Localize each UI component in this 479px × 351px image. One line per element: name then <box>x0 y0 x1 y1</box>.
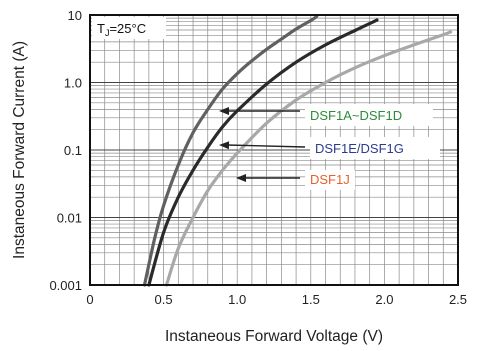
legend-arrow-head-3 <box>236 174 246 182</box>
legend-box-3 <box>305 170 355 190</box>
legend-label-3: DSF1J <box>310 172 350 187</box>
legend-arrow-head-1 <box>219 107 229 115</box>
legend-label-1: DSF1A~DSF1D <box>310 108 402 123</box>
series-line-2 <box>147 18 379 287</box>
legend-label-2: DSF1E/DSF1G <box>315 141 404 156</box>
y-tick-label: 0.001 <box>49 278 82 293</box>
x-tick-label: 1.5 <box>302 292 320 307</box>
tj-prefix: T <box>97 21 105 36</box>
svg-text:TJ=25°C: TJ=25°C <box>97 21 146 38</box>
legend-callouts: DSF1A~DSF1D DSF1E/DSF1G DSF1J <box>219 104 440 190</box>
tj-suffix: =25°C <box>109 21 146 36</box>
x-tick-label: 1.0 <box>228 292 246 307</box>
legend-arrow-head-2 <box>219 141 230 150</box>
x-tick-label: 2.5 <box>449 292 467 307</box>
temperature-annotation: TJ=25°C <box>92 17 166 39</box>
y-tick-label: 1.0 <box>64 76 82 91</box>
tick-labels: 0 0.5 1.0 1.5 2.0 2.5 0.001 0.01 0.1 1.0 10 <box>49 8 467 307</box>
tj-subscript: J <box>105 28 110 38</box>
y-tick-label: 0.01 <box>57 211 82 226</box>
y-axis-label: Instaneous Forward Current (A) <box>11 41 28 259</box>
y-tick-label: 0.1 <box>64 143 82 158</box>
legend-box-2 <box>310 137 440 159</box>
y-tick-label: 10 <box>68 8 82 23</box>
x-axis-label: Instaneous Forward Voltage (V) <box>165 328 383 345</box>
legend-arrow-line-2 <box>226 144 306 148</box>
plot-frame <box>89 14 459 286</box>
x-tick-label: 0 <box>86 292 93 307</box>
x-tick-label: 0.5 <box>155 292 173 307</box>
x-tick-label: 2.0 <box>375 292 393 307</box>
legend-box-1 <box>305 104 433 126</box>
series-line-1 <box>142 14 319 287</box>
